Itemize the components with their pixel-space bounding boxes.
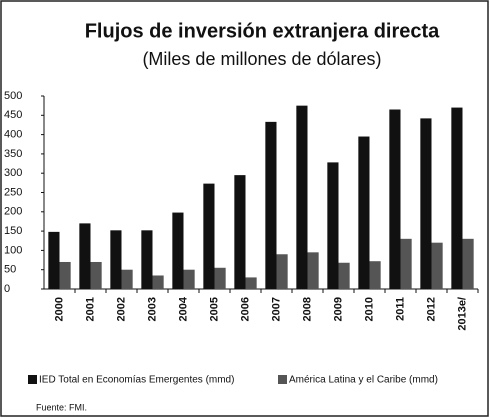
- chart-title: Flujos de inversión extranjera directa: [85, 20, 440, 42]
- bar: [121, 269, 133, 289]
- legend-swatch: [278, 375, 287, 384]
- y-tick-label: 300: [4, 167, 22, 179]
- bar: [203, 183, 215, 289]
- x-tick-label: 2001: [84, 297, 96, 321]
- bar: [245, 277, 257, 289]
- x-tick-label: 2005: [208, 297, 220, 321]
- bar: [276, 254, 288, 289]
- bar: [90, 261, 102, 289]
- bar: [79, 223, 91, 289]
- legend-swatch: [28, 375, 37, 384]
- bar: [141, 230, 153, 289]
- bar: [183, 269, 195, 289]
- x-tick-label: 2012: [425, 297, 437, 321]
- y-tick-label: 150: [4, 225, 22, 237]
- bar: [265, 121, 277, 289]
- bar: [431, 242, 443, 289]
- x-tick-label: 2013e/: [456, 297, 468, 331]
- legend-label: IED Total en Economías Emergentes (mmd): [39, 375, 234, 386]
- x-tick-label: 2011: [394, 297, 406, 321]
- y-tick-label: 250: [4, 186, 22, 198]
- bar: [338, 262, 350, 289]
- bar: [307, 252, 319, 289]
- x-tick-label: 2003: [146, 297, 158, 321]
- y-tick-label: 450: [4, 109, 22, 121]
- x-tick-label: 2000: [53, 297, 65, 321]
- y-tick-label: 500: [4, 90, 22, 102]
- legend-label: América Latina y el Caribe (mmd): [289, 375, 438, 386]
- x-tick-label: 2009: [332, 297, 344, 321]
- bar: [400, 238, 412, 289]
- chart-subtitle: (Miles de millones de dólares): [142, 49, 381, 69]
- x-tick-label: 2006: [239, 297, 251, 321]
- bar: [234, 175, 246, 289]
- bar: [420, 118, 432, 289]
- x-tick-label: 2010: [363, 297, 375, 321]
- bar: [296, 105, 308, 290]
- bar: [214, 267, 226, 289]
- bar: [327, 162, 339, 289]
- y-tick-label: 350: [4, 148, 22, 160]
- y-tick-label: 0: [4, 283, 10, 295]
- y-tick-label: 50: [4, 264, 16, 276]
- bar: [451, 107, 463, 289]
- y-tick-label: 200: [4, 206, 22, 218]
- x-tick-label: 2002: [115, 297, 127, 321]
- source-note: Fuente: FMI.: [36, 402, 87, 412]
- bar: [462, 238, 474, 289]
- y-tick-label: 100: [4, 244, 22, 256]
- bar: [59, 261, 71, 289]
- bar: [369, 261, 381, 289]
- y-tick-label: 400: [4, 129, 22, 141]
- bar: [48, 231, 60, 289]
- x-tick-label: 2004: [177, 296, 189, 321]
- bar: [389, 109, 401, 289]
- x-tick-label: 2008: [301, 297, 313, 321]
- bar: [358, 136, 370, 289]
- bar: [152, 275, 164, 289]
- x-tick-label: 2007: [270, 297, 282, 321]
- bar: [172, 212, 184, 289]
- bar: [110, 230, 122, 289]
